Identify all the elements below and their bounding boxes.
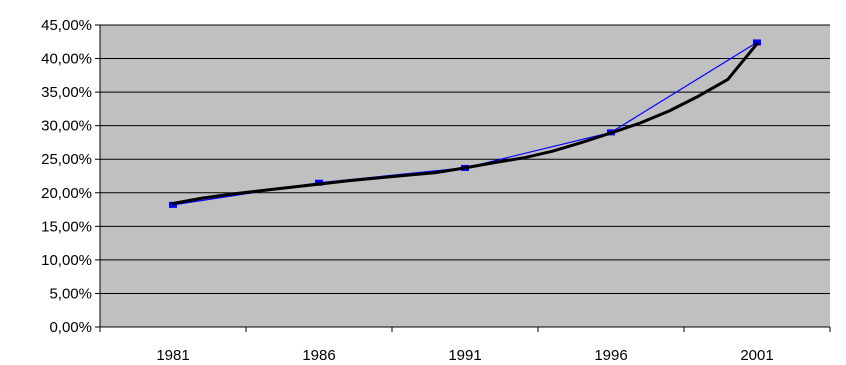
y-tick-label: 0,00% [49,319,92,336]
x-axis-tick-labels: 1981 1986 1991 1996 2001 [156,347,773,364]
x-tick-label: 1986 [302,347,335,364]
series-group [169,39,761,208]
y-tick-label: 40,00% [41,51,92,68]
y-axis-tick-labels: 0,00% 5,00% 10,00% 15,00% 20,00% 25,00% 30,00%… [41,17,92,336]
y-tick-label: 15,00% [41,218,92,235]
x-tick-label: 2001 [740,347,773,364]
y-tick-label: 30,00% [41,118,92,135]
series-line-black [171,42,759,205]
y-tick-label: 35,00% [41,84,92,101]
x-tick-label: 1996 [594,347,627,364]
y-tick-label: 20,00% [41,185,92,202]
y-tick-label: 10,00% [41,252,92,269]
x-tick-label: 1991 [448,347,481,364]
y-tick-label: 25,00% [41,151,92,168]
y-tick-label: 45,00% [41,17,92,34]
x-tick-label: 1981 [156,347,189,364]
y-tick-label: 5,00% [49,285,92,302]
plot-area [100,25,830,327]
